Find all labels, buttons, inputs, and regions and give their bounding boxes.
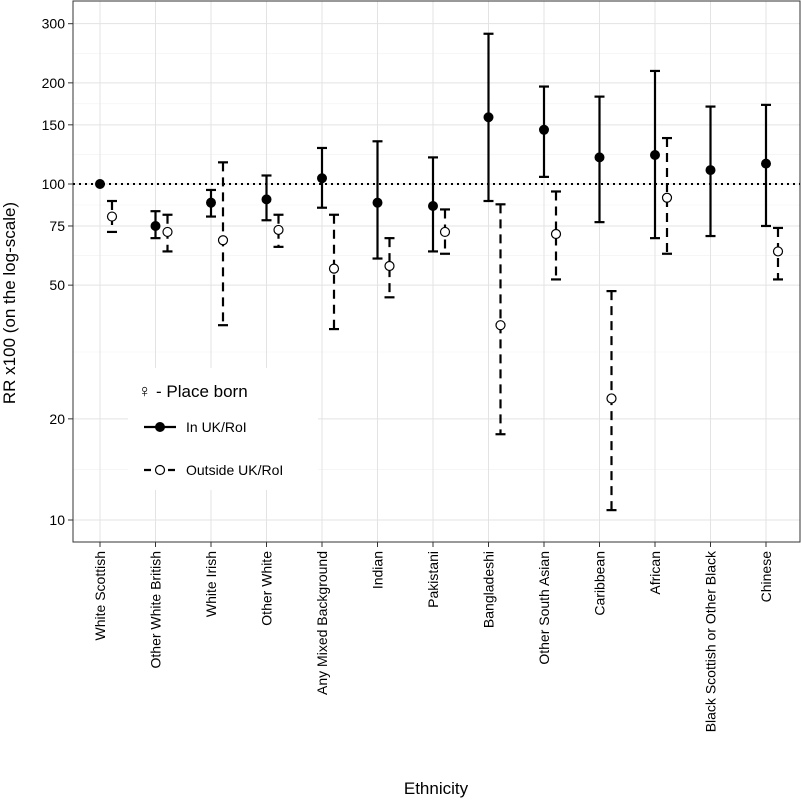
x-tick-label: White Irish [203, 551, 219, 617]
point-outside-uk [772, 246, 784, 257]
point-outside-uk [162, 226, 173, 238]
x-tick-label: Other South Asian [536, 551, 552, 665]
x-tick-label: Any Mixed Background [314, 551, 330, 695]
point-outside-uk [661, 192, 673, 203]
point-in-uk [761, 158, 771, 169]
point-outside-uk [273, 224, 284, 236]
point-in-uk [428, 201, 438, 212]
y-tick-label: 10 [49, 512, 65, 528]
y-tick-label: 150 [42, 117, 66, 133]
point-outside-uk [495, 320, 506, 331]
y-tick-label: 300 [42, 16, 66, 32]
point-outside-uk [384, 260, 395, 272]
y-tick-label: 200 [42, 75, 66, 91]
legend-label-outside-uk: Outside UK/RoI [186, 462, 283, 478]
point-outside-uk [217, 235, 229, 246]
point-in-uk [261, 194, 272, 205]
x-tick-label: Pakistani [425, 551, 441, 608]
legend-marker-in-uk [155, 422, 165, 432]
point-outside-uk [550, 228, 562, 240]
y-axis-title: RR x100 (on the log-scale) [0, 202, 19, 404]
point-outside-uk [328, 263, 340, 274]
x-tick-label: Bangladeshi [481, 551, 497, 628]
point-outside-uk [106, 211, 118, 222]
point-in-uk [594, 152, 605, 163]
point-in-uk [372, 197, 383, 208]
legend-title-symbol: ♀ [138, 381, 152, 401]
x-tick-label: Black Scottish or Other Black [703, 550, 719, 732]
y-axis: 10 20 50 75 100 150 200 300 [42, 16, 73, 528]
plot-panel-border [72, 0, 801, 543]
y-tick-label: 20 [49, 411, 65, 427]
legend-key-in-uk [144, 422, 176, 432]
y-tick-label: 75 [49, 218, 65, 234]
y-tick-label: 100 [42, 176, 66, 192]
legend-key-outside-uk [144, 464, 176, 476]
point-in-uk [150, 220, 161, 231]
x-tick-label: Other White British [148, 551, 164, 668]
legend-marker-outside-uk [154, 464, 166, 476]
legend: ♀ - Place born In UK/RoI Outside UK/RoI [128, 368, 318, 490]
x-tick-label: Chinese [758, 551, 774, 603]
point-in-uk [95, 179, 105, 189]
point-in-uk [650, 149, 660, 160]
x-tick-label: African [647, 551, 663, 595]
point-in-uk [539, 124, 549, 135]
x-tick-label: Other White [259, 551, 275, 626]
data-layer [95, 32, 784, 512]
y-tick-label: 50 [49, 277, 65, 293]
x-tick-label: White Scottish [92, 551, 108, 640]
point-in-uk [705, 165, 716, 176]
x-axis-title: Ethnicity [404, 779, 469, 798]
x-tick-label: Indian [370, 551, 386, 589]
point-outside-uk [606, 393, 617, 404]
point-in-uk [206, 197, 216, 208]
point-outside-uk [439, 226, 451, 238]
x-tick-label: Caribbean [592, 551, 608, 616]
point-in-uk [317, 173, 327, 184]
point-in-uk [483, 112, 494, 123]
legend-label-in-uk: In UK/RoI [186, 419, 247, 435]
legend-title: - Place born [156, 382, 248, 401]
x-axis: White Scottish Other White British White I… [92, 542, 774, 732]
